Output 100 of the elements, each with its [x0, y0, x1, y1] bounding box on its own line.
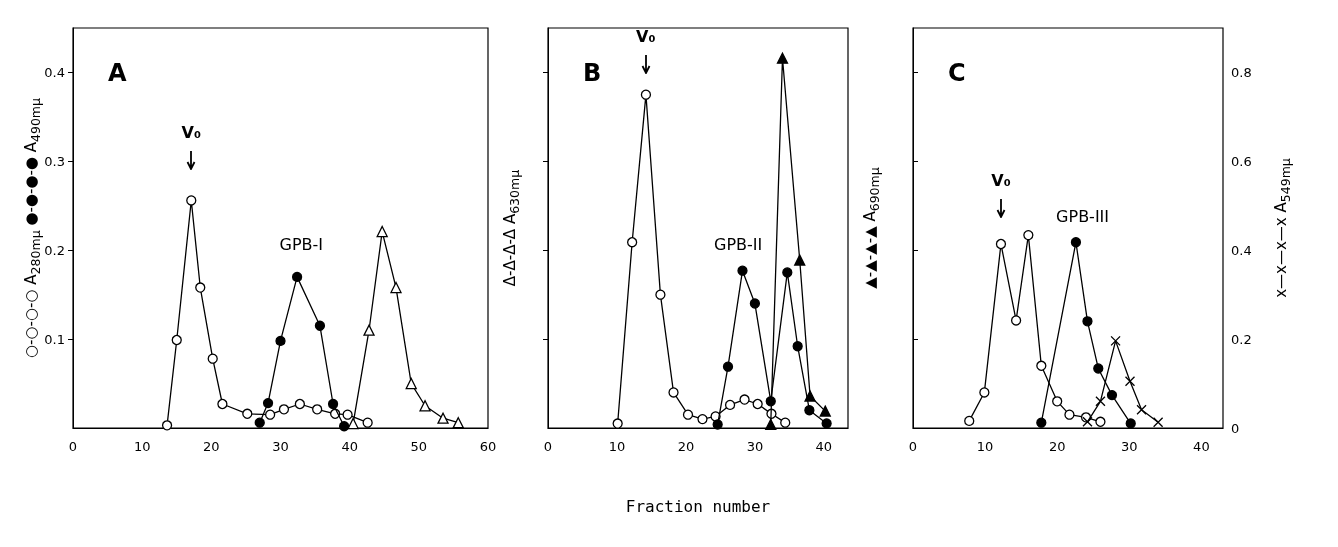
point	[405, 377, 417, 390]
text: B	[583, 59, 602, 87]
point	[804, 405, 815, 416]
x-tick-label: 20	[677, 439, 695, 454]
point	[722, 361, 734, 372]
y2-tick-label: 0.4	[1231, 242, 1252, 258]
point	[765, 418, 777, 431]
x-tick-label: 30	[272, 439, 289, 454]
point	[794, 254, 806, 266]
point	[1082, 416, 1093, 427]
point	[363, 324, 375, 336]
x-tick-label: 10	[976, 439, 994, 454]
point	[668, 387, 679, 398]
point	[275, 335, 286, 347]
point	[171, 334, 182, 346]
point	[737, 265, 748, 276]
point	[1093, 363, 1104, 374]
point	[362, 417, 373, 428]
x-tick-label: 20	[1048, 439, 1066, 454]
point	[314, 320, 326, 331]
point	[995, 238, 1007, 250]
point	[739, 394, 750, 405]
point	[217, 398, 228, 410]
point	[1023, 229, 1034, 241]
point	[979, 387, 990, 398]
annotation: GPB-III	[1056, 206, 1110, 226]
point	[1125, 418, 1136, 429]
point	[1110, 335, 1121, 347]
point	[1064, 409, 1075, 420]
annotation: GPB-II	[714, 234, 763, 254]
point	[1152, 417, 1164, 428]
point	[262, 397, 274, 409]
point	[1082, 316, 1093, 327]
point	[780, 417, 791, 428]
y2-tick-label: 0	[1231, 420, 1240, 436]
x-tick-label: 10	[133, 439, 151, 454]
point	[278, 404, 290, 415]
point	[1052, 396, 1063, 407]
x-tick-label: 20	[203, 439, 220, 454]
x-tick-label: 10	[608, 439, 626, 454]
point	[195, 282, 206, 293]
point	[161, 420, 173, 431]
point	[792, 341, 803, 352]
text: A	[108, 59, 127, 87]
x-tick-label: 40	[1193, 439, 1210, 454]
y-tick-label: 0.3	[44, 153, 65, 169]
annotation: V₀	[181, 123, 201, 142]
point	[782, 267, 793, 278]
x-tick-label: 40	[815, 439, 833, 454]
point	[1095, 416, 1106, 427]
point	[712, 419, 723, 430]
point	[752, 398, 763, 410]
point	[254, 417, 265, 428]
x-tick-label: 0	[908, 439, 918, 454]
y-tick-label: 0.4	[44, 64, 65, 80]
point	[338, 421, 350, 432]
point	[294, 398, 306, 410]
point	[1106, 389, 1118, 401]
x-tick-label: 30	[746, 439, 764, 454]
point	[376, 225, 388, 238]
text: C	[948, 59, 966, 87]
point	[697, 413, 708, 425]
point	[776, 52, 789, 64]
point	[655, 289, 666, 300]
point	[724, 399, 736, 411]
point	[1136, 404, 1147, 415]
point	[312, 404, 323, 415]
y-tick-label: 0.2	[44, 242, 65, 258]
point	[627, 237, 638, 248]
point	[640, 89, 652, 100]
y2-tick-label: 0.2	[1231, 331, 1252, 347]
point	[1010, 315, 1022, 326]
point	[186, 195, 197, 206]
annotation: GPB-I	[279, 234, 324, 254]
point	[1070, 237, 1082, 248]
x-tick-label: 40	[341, 439, 358, 454]
point	[342, 409, 353, 420]
y2-tick-label: 0.8	[1231, 64, 1252, 80]
point	[452, 417, 464, 429]
point	[1124, 376, 1136, 387]
point	[264, 409, 276, 420]
point	[749, 298, 761, 309]
point	[1095, 396, 1106, 407]
point	[819, 405, 831, 417]
annotation: V₀	[991, 171, 1011, 190]
point	[207, 353, 218, 364]
x-tick-label: 50	[410, 439, 428, 454]
x-axis-title: Fraction number	[625, 496, 771, 516]
point	[327, 398, 339, 410]
point	[1036, 360, 1047, 371]
x-tick-label: 60	[479, 439, 497, 454]
point	[612, 418, 623, 429]
point	[437, 412, 449, 424]
point	[964, 415, 975, 427]
point	[347, 417, 359, 430]
x-tick-label: 0	[68, 439, 78, 454]
annotation: V₀	[636, 27, 656, 46]
point	[390, 281, 402, 294]
point	[291, 271, 303, 283]
point	[1036, 417, 1047, 428]
